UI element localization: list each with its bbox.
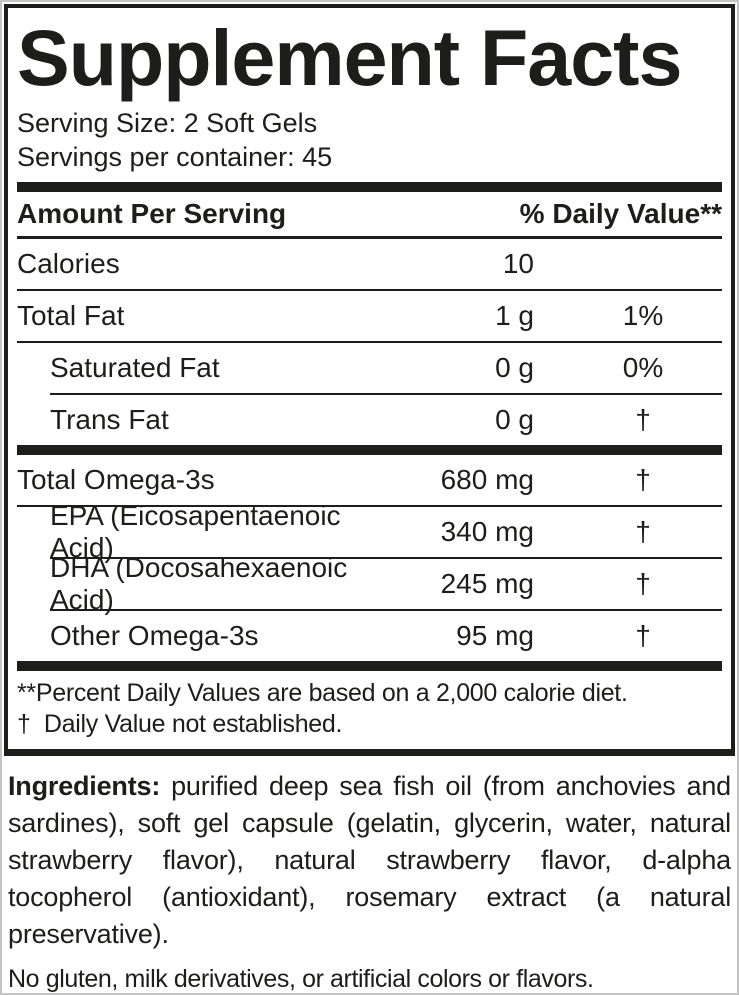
servings-per-container-line: Servings per container: 45: [17, 142, 333, 172]
dagger-footnote: † Daily Value not established.: [17, 710, 343, 738]
nutrient-amount: 95 mg: [456, 620, 534, 651]
serving-info: Serving Size: 2 Soft Gels Servings per c…: [17, 106, 722, 174]
nutrient-name: Calories: [17, 248, 120, 279]
percent-dv-footnote: **Percent Daily Values are based on a 2,…: [17, 679, 628, 707]
section-divider-bar: [17, 661, 722, 671]
nutrient-daily-value: 1%: [622, 300, 664, 331]
amount-per-serving-header: Amount Per Serving: [17, 198, 287, 229]
nutrient-name: EPA (Eicosapentaenoic Acid): [50, 500, 341, 563]
nutrient-amount: 680 mg: [440, 464, 534, 495]
nutrient-name: Saturated Fat: [50, 352, 220, 383]
nutrient-daily-value: †: [635, 516, 651, 547]
nutrient-name: Trans Fat: [50, 404, 169, 435]
row-separator-indented: [50, 393, 722, 395]
nutrient-name: Total Omega-3s: [17, 464, 215, 495]
nutrient-amount: 0 g: [495, 352, 534, 383]
nutrient-amount: 10: [502, 248, 534, 279]
table-row-saturated-fat: Saturated Fat 0 g 0%: [17, 343, 722, 393]
row-separator: [17, 505, 722, 507]
allergen-note: No gluten, milk derivatives, or artifici…: [8, 965, 594, 993]
nutrient-daily-value: †: [635, 464, 651, 495]
nutrient-amount: 0 g: [495, 404, 534, 435]
table-header-row: Amount Per Serving % Daily Value**: [17, 192, 722, 239]
table-row-trans-fat: Trans Fat 0 g †: [17, 395, 722, 445]
nutrient-amount: 340 mg: [440, 516, 534, 547]
row-separator-indented: [50, 609, 722, 611]
row-separator: [17, 289, 722, 291]
table-row-other-omega3s: Other Omega-3s 95 mg †: [17, 611, 722, 661]
serving-size-line: Serving Size: 2 Soft Gels: [17, 108, 318, 138]
panel-title: Supplement Facts: [17, 13, 682, 102]
table-row-dha: DHA (Docosahexaenoic Acid) 245 mg †: [17, 552, 722, 615]
nutrient-amount: 245 mg: [440, 568, 534, 599]
table-row-total-fat: Total Fat 1 g 1%: [17, 291, 722, 341]
ingredients-label: Ingredients:: [8, 771, 161, 801]
nutrient-name: Total Fat: [17, 300, 125, 331]
daily-value-header: % Daily Value**: [519, 198, 722, 229]
nutrient-daily-value: †: [635, 404, 651, 435]
table-row-epa: EPA (Eicosapentaenoic Acid) 340 mg †: [17, 500, 722, 563]
section-divider-bar: [17, 182, 722, 192]
table-row-total-omega3s: Total Omega-3s 680 mg †: [17, 455, 722, 505]
row-separator-indented: [50, 557, 722, 559]
nutrient-daily-value: 0%: [622, 352, 664, 383]
nutrient-daily-value: †: [635, 568, 651, 599]
ingredients-text: purified deep sea fish oil (from anchovi…: [8, 771, 731, 949]
nutrient-name: Other Omega-3s: [50, 620, 259, 651]
nutrient-daily-value: †: [635, 620, 651, 651]
supplement-facts-panel: Supplement Facts Serving Size: 2 Soft Ge…: [4, 4, 735, 756]
section-divider-bar: [17, 445, 722, 455]
table-row-calories: Calories 10: [17, 239, 722, 289]
footnotes: **Percent Daily Values are based on a 2,…: [17, 671, 722, 749]
ingredients-paragraph: Ingredients: purified deep sea fish oil …: [4, 768, 735, 953]
nutrient-name: DHA (Docosahexaenoic Acid): [50, 552, 348, 615]
row-separator: [17, 341, 722, 343]
nutrient-amount: 1 g: [495, 300, 534, 331]
